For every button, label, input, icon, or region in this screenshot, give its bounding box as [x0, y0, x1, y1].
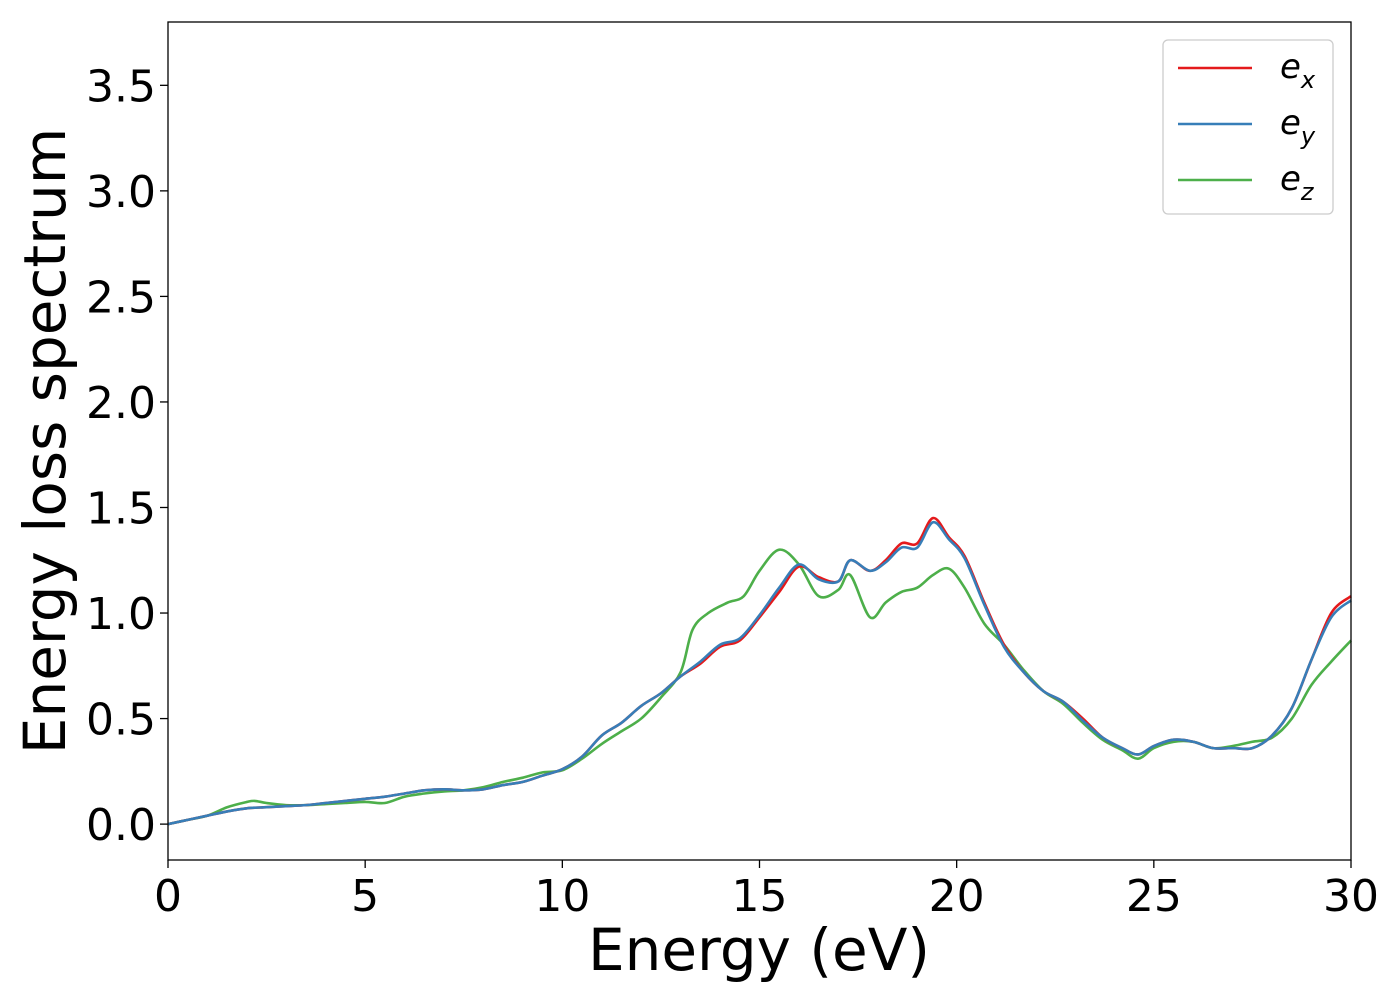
series-line-z: [167, 548, 1352, 826]
x-tick-label: 5: [351, 871, 379, 922]
y-tick-label: 0.0: [86, 800, 156, 851]
y-tick-label: 2.0: [86, 378, 156, 429]
y-axis-label: Energy loss spectrum: [11, 128, 79, 754]
y-axis: 0.0 0.5 1.0 1.5 2.0 2.5 3.0 3.5: [86, 61, 168, 851]
x-axis-label: Energy (eV): [588, 916, 930, 984]
y-tick-label: 0.5: [86, 695, 156, 746]
y-tick-label: 2.5: [86, 272, 156, 323]
x-tick-label: 30: [1323, 871, 1379, 922]
x-tick-label: 15: [732, 871, 788, 922]
x-tick-label: 0: [154, 871, 182, 922]
y-tick-label: 1.0: [86, 589, 156, 640]
y-tick-label: 3.0: [86, 167, 156, 218]
x-tick-label: 20: [929, 871, 985, 922]
y-tick-label: 1.5: [86, 483, 156, 534]
series-layer: [167, 516, 1352, 826]
x-tick-label: 25: [1126, 871, 1182, 922]
legend-box: [1162, 39, 1334, 215]
y-tick-label: 3.5: [86, 61, 156, 112]
x-tick-label: 10: [534, 871, 590, 922]
series-line-y: [167, 520, 1352, 826]
x-axis: 0 5 10 15 20 25 30: [154, 860, 1379, 922]
